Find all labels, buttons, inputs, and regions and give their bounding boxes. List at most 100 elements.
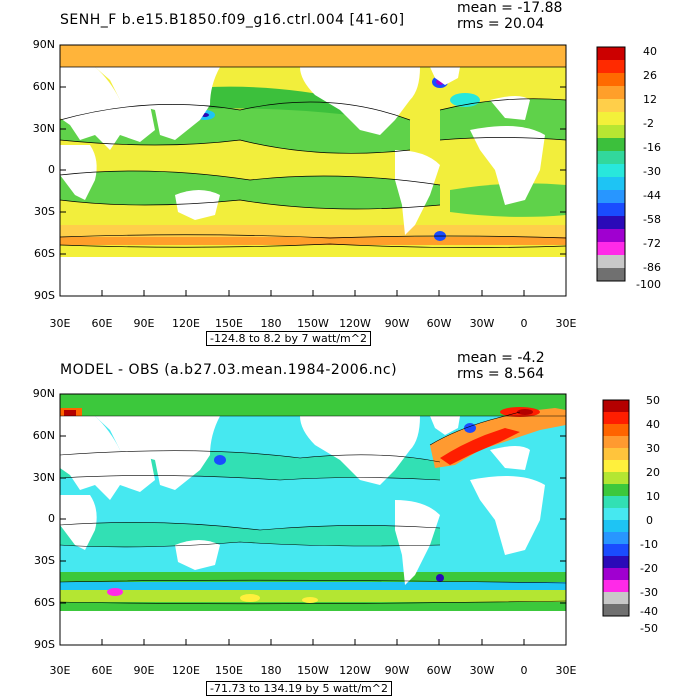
lon-label: 60W <box>426 664 452 677</box>
colorbar-1-swatch-2 <box>597 73 625 86</box>
colorbar-label: -2 <box>643 117 654 130</box>
colorbar-label: -20 <box>640 562 658 575</box>
lat-label: 90N <box>32 387 55 400</box>
lon-label: 120E <box>172 664 200 677</box>
lon-label: 30E <box>49 664 71 677</box>
lat-label: 30S <box>34 205 55 218</box>
lon-label: 150W <box>297 317 329 330</box>
lon-label: 60E <box>91 664 113 677</box>
colorbar-2-swatch-8 <box>603 496 629 508</box>
panel-title: MODEL - OBS (a.b27.03.mean.1984-2006.nc) <box>60 362 398 378</box>
map-panel-1: SENH_F b.e15.B1850.f09_g16.ctrl.004 [41-… <box>32 0 661 346</box>
colorbar-2-swatch-9 <box>603 508 629 520</box>
colorbar-label: -58 <box>643 213 661 226</box>
lon-label: 90W <box>384 317 410 330</box>
lon-label: 180 <box>260 664 282 677</box>
rms-stat: rms = 8.564 <box>457 366 545 382</box>
lat-label: 60N <box>32 80 55 93</box>
map-graphic-1 <box>59 44 626 297</box>
colorbar-label: 40 <box>643 45 657 58</box>
colorbar-1-swatch-16 <box>597 255 625 268</box>
lon-label: 90E <box>133 664 155 677</box>
contour-info: -71.73 to 134.19 by 5 watt/m^2 <box>206 681 392 696</box>
lon-label: 60E <box>91 317 113 330</box>
lat-label: 60N <box>32 429 55 442</box>
lon-label: 30W <box>469 664 495 677</box>
colorbar-2-swatch-0 <box>603 400 629 412</box>
continents-1 <box>60 67 566 296</box>
colorbar-2-swatch-11 <box>603 532 629 544</box>
colorbar-1-swatch-3 <box>597 86 625 99</box>
lon-label: 0 <box>520 317 528 330</box>
colorbar-label: -44 <box>643 189 661 202</box>
colorbar-2 <box>602 399 630 617</box>
colorbar-2-swatch-1 <box>603 412 629 424</box>
colorbar-2-swatch-17 <box>603 604 629 616</box>
colorbar-2-swatch-3 <box>603 436 629 448</box>
map-field-1 <box>60 45 566 296</box>
colorbar-1-swatch-6 <box>597 125 625 138</box>
lat-label: 30N <box>32 122 55 135</box>
colorbar-1-swatch-8 <box>597 151 625 164</box>
lon-label: 120W <box>339 317 371 330</box>
colorbar-label: 26 <box>643 69 657 82</box>
mean-stat: mean = -4.2 <box>457 350 545 366</box>
lat-label: 90N <box>32 38 55 51</box>
colorbar-2-swatch-15 <box>603 580 629 592</box>
lon-label: 30E <box>555 317 577 330</box>
colorbar-2-swatch-14 <box>603 568 629 580</box>
lat-label: 0 <box>48 163 55 176</box>
panel-title: SENH_F b.e15.B1850.f09_g16.ctrl.004 [41-… <box>60 12 405 28</box>
colorbar-1-swatch-7 <box>597 138 625 151</box>
lon-label: 180 <box>260 317 282 330</box>
lat-label: 90S <box>34 289 55 302</box>
lat-label: 30N <box>32 471 55 484</box>
lon-label: 90W <box>384 664 410 677</box>
colorbar-2-swatch-4 <box>603 448 629 460</box>
colorbar-label: -16 <box>643 141 661 154</box>
colorbar-label: 10 <box>646 490 660 503</box>
colorbar-label: -10 <box>640 538 658 551</box>
colorbar-label: 12 <box>643 93 657 106</box>
lat-label: 60S <box>34 247 55 260</box>
colorbar-1-swatch-0 <box>597 47 625 60</box>
colorbar-label: 20 <box>646 466 660 479</box>
lon-label: 150E <box>215 317 243 330</box>
colorbar-label: -40 <box>640 605 658 618</box>
lon-label: 120E <box>172 317 200 330</box>
colorbar-label: -50 <box>640 622 658 635</box>
colorbar-2-swatch-12 <box>603 544 629 556</box>
lat-label: 60S <box>34 596 55 609</box>
colorbar-1-swatch-10 <box>597 177 625 190</box>
colorbar-1-swatch-13 <box>597 216 625 229</box>
colorbar-2-swatch-13 <box>603 556 629 568</box>
lon-label: 150W <box>297 664 329 677</box>
colorbar-1-swatch-9 <box>597 164 625 177</box>
colorbar-label: -30 <box>640 586 658 599</box>
contour-info: -124.8 to 8.2 by 7 watt/m^2 <box>206 331 371 346</box>
colorbar-1-swatch-15 <box>597 242 625 255</box>
continents-2 <box>60 416 566 645</box>
colorbar-1-swatch-12 <box>597 203 625 216</box>
arctic-band <box>60 394 566 416</box>
arctic-band <box>60 45 566 67</box>
map-field-2 <box>60 394 566 645</box>
colorbar-1-swatch-5 <box>597 112 625 125</box>
colorbar-1-swatch-17 <box>597 268 625 281</box>
mean-stat: mean = -17.88 <box>457 0 563 16</box>
colorbar-label: 0 <box>646 514 653 527</box>
colorbar-2-swatch-5 <box>603 460 629 472</box>
colorbar-1-swatch-4 <box>597 99 625 112</box>
lon-label: 0 <box>520 664 528 677</box>
colorbar-2-swatch-7 <box>603 484 629 496</box>
lon-label: 120W <box>339 664 371 677</box>
lat-label: 90S <box>34 638 55 651</box>
rms-stat: rms = 20.04 <box>457 16 545 32</box>
colorbar-2-swatch-10 <box>603 520 629 532</box>
lon-label: 60W <box>426 317 452 330</box>
colorbar-label: -86 <box>643 261 661 274</box>
colorbar-1 <box>596 46 626 282</box>
lon-label: 90E <box>133 317 155 330</box>
lat-label: 0 <box>48 512 55 525</box>
colorbar-label: -30 <box>643 165 661 178</box>
